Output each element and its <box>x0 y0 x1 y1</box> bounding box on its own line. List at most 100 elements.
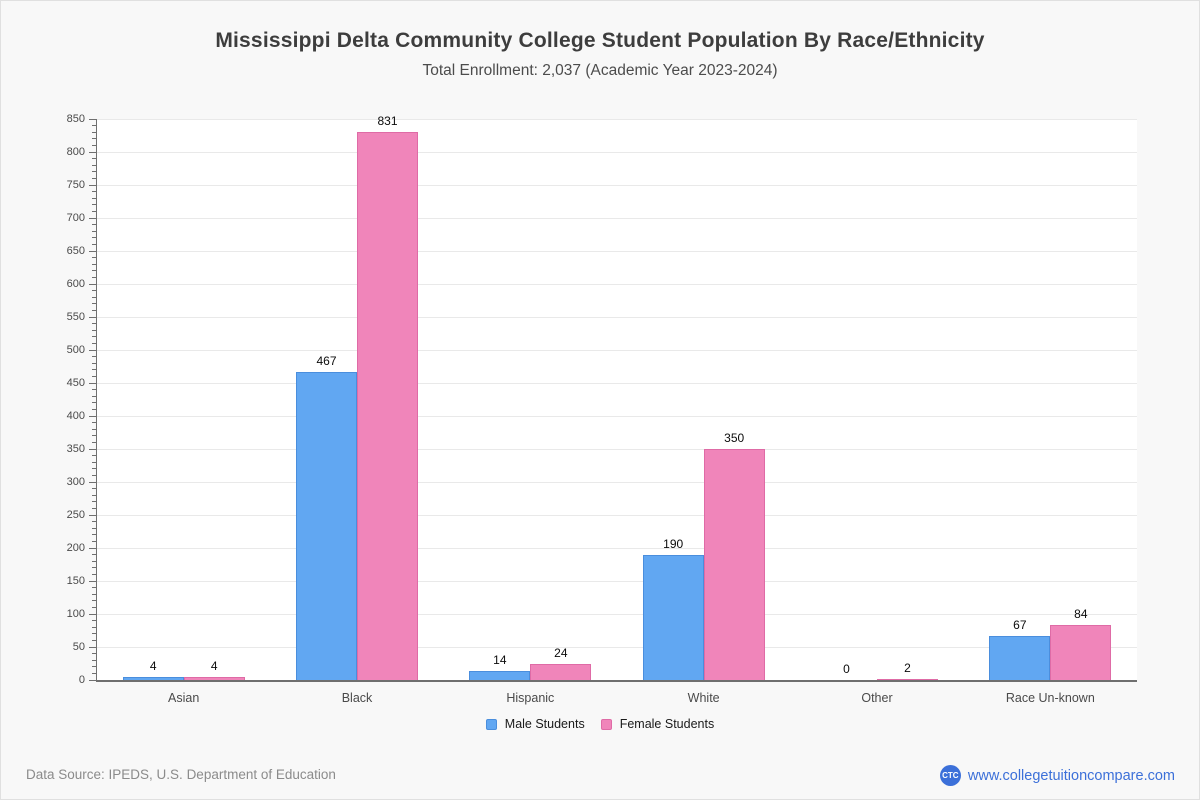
y-axis-minor-tick <box>92 626 96 628</box>
bar-value-female-other: 2 <box>904 660 911 675</box>
legend-swatch-female-students <box>600 718 612 730</box>
y-axis-minor-tick <box>92 138 96 140</box>
bar-value-female-black: 831 <box>377 113 398 128</box>
y-axis-minor-tick <box>92 342 96 344</box>
y-axis-minor-tick <box>92 243 96 245</box>
gridline <box>97 283 1137 285</box>
bar-female-black[interactable] <box>357 131 418 680</box>
gridline <box>97 250 1137 252</box>
gridline <box>97 184 1137 186</box>
y-axis-major-tick <box>89 481 96 483</box>
bar-female-hispanic[interactable] <box>530 664 592 680</box>
gridline <box>97 382 1137 384</box>
y-axis-major-tick <box>89 382 96 384</box>
bar-value-female-asian: 4 <box>210 659 218 674</box>
y-axis-minor-tick <box>92 191 96 193</box>
bar-male-black[interactable] <box>296 371 357 680</box>
bar-male-asian[interactable] <box>122 677 184 680</box>
gridline <box>97 514 1137 516</box>
y-axis-major-tick <box>89 547 96 549</box>
y-axis-minor-tick <box>92 606 96 608</box>
y-axis-tick-label: 350 <box>66 443 85 455</box>
y-axis-minor-tick <box>92 210 96 212</box>
y-axis-tick-label: 300 <box>66 476 85 488</box>
gridline <box>97 580 1137 582</box>
x-axis-label-black: Black <box>341 691 373 705</box>
y-axis-minor-tick <box>92 488 96 490</box>
y-axis-minor-tick <box>92 336 96 338</box>
plot-area: 0 50 100 150 200 250 300 350 400 450 500 550 600 650 7… <box>67 113 1137 705</box>
y-axis-minor-tick <box>92 474 96 476</box>
bar-value-male-white: 190 <box>663 536 684 551</box>
y-axis-minor-tick <box>92 270 96 272</box>
gridline <box>97 415 1137 417</box>
website-link[interactable]: www.collegetuitioncompare.com <box>967 767 1175 784</box>
x-axis-label-race-un-known: Race Un-known <box>1005 691 1095 705</box>
y-axis-tick-label: 550 <box>66 311 85 323</box>
y-axis-minor-tick <box>92 402 96 404</box>
bar-female-race-un-known[interactable] <box>1050 624 1112 680</box>
y-axis-minor-tick <box>92 600 96 602</box>
bar-female-other[interactable] <box>877 678 938 680</box>
page-subtitle: Total Enrollment: 2,037 (Academic Year 2… <box>422 62 778 79</box>
bar-female-asian[interactable] <box>183 677 245 680</box>
y-axis-minor-tick <box>92 263 96 265</box>
y-axis-tick-label: 200 <box>66 542 85 554</box>
x-axis-label-white: White <box>687 691 720 705</box>
bar-value-male-other: 0 <box>843 662 850 676</box>
legend-label-female-students: Female Students <box>619 717 715 731</box>
y-axis-minor-tick <box>92 197 96 199</box>
y-axis-minor-tick <box>92 362 96 364</box>
bar-value-male-black: 467 <box>316 353 337 368</box>
bar-male-white[interactable] <box>642 554 704 680</box>
y-axis-minor-tick <box>92 507 96 509</box>
y-axis-minor-tick <box>92 573 96 575</box>
y-axis-minor-tick <box>92 461 96 463</box>
y-axis-minor-tick <box>92 395 96 397</box>
bar-male-race-un-known[interactable] <box>989 635 1051 680</box>
y-axis-major-tick <box>89 184 96 186</box>
y-axis-tick-label: 500 <box>66 344 85 356</box>
gridline <box>97 118 1137 120</box>
bar-male-hispanic[interactable] <box>469 670 531 680</box>
y-axis-minor-tick <box>92 468 96 470</box>
y-axis-minor-tick <box>92 521 96 523</box>
y-axis-minor-tick <box>92 653 96 655</box>
y-axis-tick-label: 150 <box>66 575 85 587</box>
y-axis-minor-tick <box>92 171 96 173</box>
bar-value-female-race-un-known: 84 <box>1074 606 1088 621</box>
y-axis-minor-tick <box>92 125 96 127</box>
y-axis-minor-tick <box>92 428 96 430</box>
gridline <box>97 481 1137 483</box>
y-axis-major-tick <box>89 349 96 351</box>
gridline <box>97 448 1137 450</box>
y-axis-minor-tick <box>92 177 96 179</box>
y-axis-tick-label: 250 <box>66 509 85 521</box>
y-axis-minor-tick <box>92 527 96 529</box>
y-axis-minor-tick <box>92 620 96 622</box>
y-axis-minor-tick <box>92 672 96 674</box>
gridline <box>97 547 1137 549</box>
y-axis-minor-tick <box>92 303 96 305</box>
y-axis-tick-label: 800 <box>66 146 85 158</box>
y-axis-major-tick <box>89 217 96 219</box>
y-axis-minor-tick <box>92 560 96 562</box>
legend-item-female-students[interactable]: Female Students <box>600 717 715 731</box>
legend-item-male-students[interactable]: Male Students <box>485 717 585 731</box>
bar-female-white[interactable] <box>703 449 765 680</box>
y-axis-minor-tick <box>92 237 96 239</box>
y-axis-minor-tick <box>92 144 96 146</box>
y-axis-minor-tick <box>92 369 96 371</box>
y-axis-tick-label: 750 <box>66 179 85 191</box>
y-axis-minor-tick <box>92 309 96 311</box>
y-axis-major-tick <box>89 151 96 153</box>
y-axis-minor-tick <box>92 534 96 536</box>
y-axis-minor-tick <box>92 329 96 331</box>
y-axis-minor-tick <box>92 158 96 160</box>
y-axis-major-tick <box>89 679 96 681</box>
y-axis-tick-label: 700 <box>66 212 85 224</box>
legend-swatch-male-students <box>485 718 497 730</box>
y-axis-minor-tick <box>92 389 96 391</box>
y-axis-minor-tick <box>92 639 96 641</box>
y-axis-major-tick <box>89 448 96 450</box>
